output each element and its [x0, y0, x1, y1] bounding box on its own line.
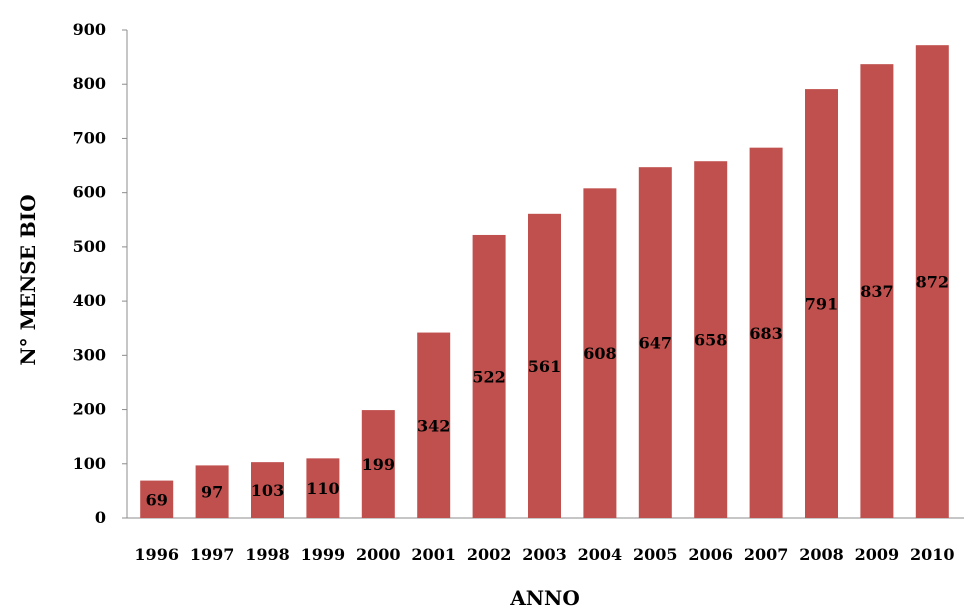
data-label: 683	[749, 324, 782, 343]
data-label: 872	[916, 273, 949, 292]
data-label: 199	[362, 455, 395, 474]
bar	[528, 213, 561, 518]
bar	[860, 64, 894, 518]
bars	[140, 45, 949, 518]
y-axis-title: N° MENSE BIO	[16, 194, 40, 365]
data-label: 837	[860, 282, 893, 301]
data-label: 791	[805, 295, 838, 314]
y-tick-label: 800	[73, 74, 106, 93]
y-tick-label: 600	[73, 183, 106, 202]
bar	[361, 410, 395, 518]
bar	[306, 458, 340, 518]
y-tick-label: 900	[73, 20, 106, 39]
bar	[749, 147, 783, 518]
x-tick-label: 2007	[744, 545, 789, 564]
bar	[472, 234, 506, 518]
x-tick-label: 2010	[910, 545, 955, 564]
x-tick-label: 1998	[245, 545, 290, 564]
x-tick-label: 2006	[688, 545, 733, 564]
bar	[140, 480, 174, 518]
y-tick-label: 0	[95, 508, 106, 527]
y-tick-label: 700	[73, 128, 106, 147]
x-tick-label: 2002	[467, 545, 512, 564]
data-label: 647	[639, 334, 672, 353]
x-axis-title: ANNO	[509, 586, 580, 610]
data-labels: 69 97 103 110 199 342 522 561 608 647 658 683 791 837…	[146, 273, 949, 510]
x-tick-label: 2004	[578, 545, 623, 564]
x-tick-label: 1997	[190, 545, 235, 564]
x-tick-label: 2003	[522, 545, 567, 564]
y-tick-label: 100	[73, 454, 106, 473]
data-label: 342	[417, 416, 450, 435]
data-label: 561	[528, 357, 561, 376]
data-label: 110	[306, 479, 339, 498]
data-label: 522	[472, 367, 505, 386]
bar	[805, 89, 838, 518]
y-tick-label: 500	[73, 237, 106, 256]
bar	[694, 161, 728, 518]
data-label: 97	[201, 483, 223, 502]
bar	[251, 462, 284, 518]
bar	[195, 465, 229, 518]
x-tick-label: 2000	[356, 545, 401, 564]
bar	[417, 332, 451, 518]
x-tick-label: 2005	[633, 545, 678, 564]
data-label: 658	[694, 331, 727, 350]
y-axis: 0 100 200 300 400 500 600 700 800 900	[73, 20, 128, 527]
bar	[638, 167, 672, 518]
x-tick-label: 1999	[301, 545, 346, 564]
x-tick-label: 2008	[799, 545, 844, 564]
x-tick-label: 1996	[134, 545, 179, 564]
y-tick-label: 400	[73, 291, 106, 310]
data-label: 608	[583, 344, 616, 363]
y-tick-label: 200	[73, 400, 106, 419]
bar	[915, 45, 949, 518]
y-tick-label: 300	[73, 345, 106, 364]
x-tick-label: 2001	[411, 545, 456, 564]
x-tick-label: 2009	[855, 545, 900, 564]
bar	[583, 188, 617, 518]
x-axis: 1996 1997 1998 1999 2000 2001 2002 2003 2004 2005…	[127, 517, 964, 564]
data-label: 103	[251, 481, 284, 500]
data-label: 69	[146, 490, 168, 509]
